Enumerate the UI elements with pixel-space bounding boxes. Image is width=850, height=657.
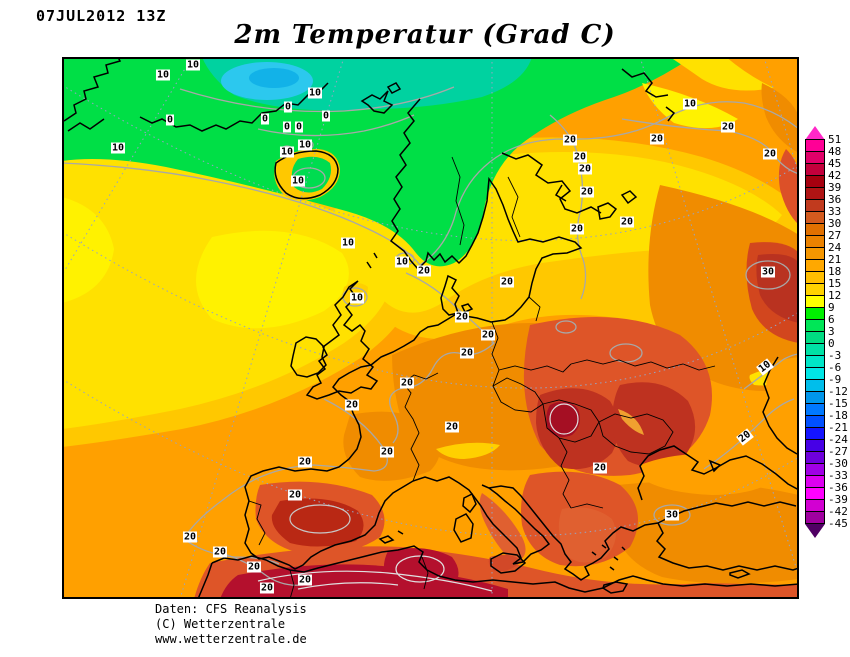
- colorbar-tick-label: -45: [828, 517, 848, 530]
- hot-core-contours: [257, 403, 579, 592]
- colorbar-tick-label: -42: [828, 505, 848, 518]
- colorbar-arrow-up-icon: [805, 126, 825, 140]
- colorbar-tick-label: 30: [828, 217, 842, 230]
- colorbar-tick-label: -36: [828, 481, 848, 494]
- colorbar-tick-label: 33: [828, 205, 842, 218]
- weather-map: 10 10 10 10 10 10 10 10 10 10 10 10 0 0 0 0 0 0 20 20 20 20 20…: [62, 57, 799, 599]
- colorbar-segment: [805, 511, 825, 524]
- colorbar-tick-label: 39: [828, 181, 842, 194]
- colorbar-tick-label: -21: [828, 421, 848, 434]
- credits: Daten: CFS Reanalysis (C) Wetterzentrale…: [155, 602, 307, 647]
- colorbar-tick-label: 15: [828, 277, 842, 290]
- colorbar-tick-label: 9: [828, 301, 835, 314]
- colorbar-tick-label: 21: [828, 253, 842, 266]
- colorbar-arrow-down-icon: [805, 524, 825, 538]
- credits-website: www.wetterzentrale.de: [155, 632, 307, 646]
- colorbar-tick-label: 18: [828, 265, 842, 278]
- credits-data-source: Daten: CFS Reanalysis: [155, 602, 307, 616]
- colorbar-tick-label: -15: [828, 397, 848, 410]
- colorbar-tick-label: -30: [828, 457, 848, 470]
- colorbar-tick-label: 45: [828, 157, 842, 170]
- colorbar-segments: [805, 139, 825, 524]
- colorbar-tick-label: 48: [828, 145, 842, 158]
- colorbar-tick-label: 3: [828, 325, 835, 338]
- colorbar-tick-label: -39: [828, 493, 848, 506]
- temperature-field: [62, 57, 799, 599]
- run-datetime: 07JUL2012 13Z: [36, 7, 167, 25]
- colorbar-tick-label: 0: [828, 337, 835, 350]
- temperature-map-canvas: [62, 57, 799, 599]
- page-title: 2m Temperatur (Grad C): [234, 20, 616, 50]
- colorbar-tick-label: 51: [828, 133, 842, 146]
- colorbar-tick-label: 36: [828, 193, 842, 206]
- map-frame: [62, 57, 799, 599]
- colorbar-tick-label: 24: [828, 241, 842, 254]
- colorbar-tick-label: 27: [828, 229, 842, 242]
- colorbar-tick-label: -33: [828, 469, 848, 482]
- credits-copyright: (C) Wetterzentrale: [155, 617, 286, 631]
- colorbar-tick-label: 12: [828, 289, 842, 302]
- colorbar-tick-label: -3: [828, 349, 842, 362]
- colorbar-tick-label: -9: [828, 373, 842, 386]
- colorbar-tick-label: -27: [828, 445, 848, 458]
- colorbar-tick-label: -6: [828, 361, 842, 374]
- colorbar-tick-label: -18: [828, 409, 848, 422]
- colorbar-tick-label: 6: [828, 313, 835, 326]
- colorbar-tick-label: -12: [828, 385, 848, 398]
- country-borders: [248, 156, 716, 599]
- colorbar-tick-label: 42: [828, 169, 842, 182]
- coastlines: [63, 57, 799, 599]
- colorbar-tick-label: -24: [828, 433, 848, 446]
- temperature-colorbar: 51 48 45 42 39 36 33 30 27 24 21 18 15 12 9 6 3 0 -3 -6 -9 -1…: [804, 126, 850, 546]
